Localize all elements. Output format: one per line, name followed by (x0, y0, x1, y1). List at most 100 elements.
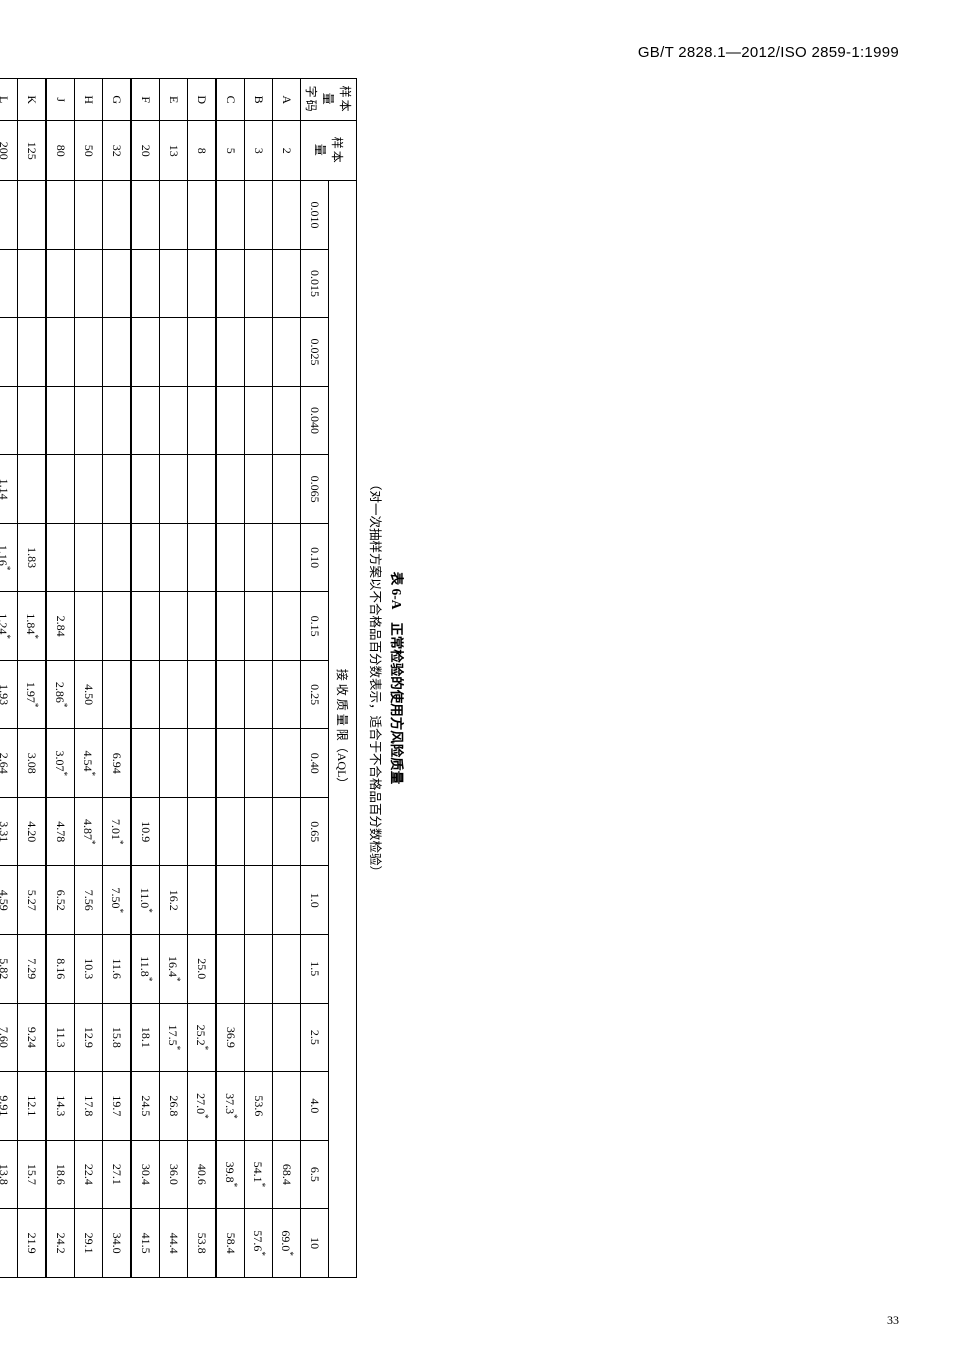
aql-col-header: 0.040 (301, 386, 329, 455)
cell-value: 1.16* (0, 523, 18, 592)
cell-value (103, 386, 132, 455)
cell-value: 3.31 (0, 797, 18, 866)
cell-value (216, 592, 245, 661)
cell-code: C (216, 79, 245, 121)
cell-value (103, 181, 132, 250)
cell-value (245, 523, 273, 592)
cell-value (131, 386, 160, 455)
cell-size: 2 (273, 121, 301, 181)
cell-value: 57.6* (245, 1209, 273, 1278)
cell-value (188, 866, 217, 935)
cell-value (216, 249, 245, 318)
cell-value (188, 797, 217, 866)
cell-value: 4.50 (75, 660, 103, 729)
cell-code: A (273, 79, 301, 121)
cell-value (160, 660, 188, 729)
cell-value: 53.6 (245, 1072, 273, 1141)
aql-col-header: 0.10 (301, 523, 329, 592)
cell-value (245, 318, 273, 387)
table-row: G326.947.01*7.50*11.615.819.727.134.0 (103, 79, 132, 1278)
cell-value (18, 455, 47, 524)
cell-value (160, 455, 188, 524)
cell-value (0, 318, 18, 387)
cell-value (273, 866, 301, 935)
cell-value (160, 318, 188, 387)
cell-code: J (46, 79, 75, 121)
cell-value (103, 249, 132, 318)
cell-value: 10.3 (75, 935, 103, 1004)
cell-value (273, 592, 301, 661)
cell-code: B (245, 79, 273, 121)
cell-value (216, 318, 245, 387)
aql-col-header: 0.015 (301, 249, 329, 318)
cell-value (131, 318, 160, 387)
cell-value: 4.20 (18, 797, 47, 866)
cell-value: 1.14 (0, 455, 18, 524)
cell-code: H (75, 79, 103, 121)
cell-value (188, 523, 217, 592)
aql-col-header: 6.5 (301, 1140, 329, 1209)
cell-value: 58.4 (216, 1209, 245, 1278)
cell-value: 12.1 (18, 1072, 47, 1141)
cell-value (0, 1209, 18, 1278)
cell-value (273, 523, 301, 592)
cell-value: 4.59 (0, 866, 18, 935)
cell-size: 5 (216, 121, 245, 181)
cell-value (273, 318, 301, 387)
cell-value: 1.83 (18, 523, 47, 592)
aql-col-header: 2.5 (301, 1003, 329, 1072)
cell-value (273, 249, 301, 318)
cell-value (131, 181, 160, 250)
cell-value (75, 455, 103, 524)
cell-value: 40.6 (188, 1140, 217, 1209)
table-row: C536.937.3*39.8*58.4 (216, 79, 245, 1278)
cell-value: 21.9 (18, 1209, 47, 1278)
cell-value: 7.56 (75, 866, 103, 935)
cell-value (245, 455, 273, 524)
cell-value: 7.50* (103, 866, 132, 935)
cell-value (245, 660, 273, 729)
cell-value (216, 729, 245, 798)
cell-value: 6.94 (103, 729, 132, 798)
cell-size: 8 (188, 121, 217, 181)
cell-value (46, 181, 75, 250)
cell-value (273, 660, 301, 729)
cell-value (75, 523, 103, 592)
cell-value (216, 935, 245, 1004)
cell-value: 24.2 (46, 1209, 75, 1278)
cell-value: 11.6 (103, 935, 132, 1004)
cell-value: 17.5* (160, 1003, 188, 1072)
cell-value: 18.1 (131, 1003, 160, 1072)
cell-value: 8.16 (46, 935, 75, 1004)
cell-value: 24.5 (131, 1072, 160, 1141)
col-group-aql-header: 接 收 质 量 限（AQL） (329, 181, 357, 1278)
cell-value (216, 455, 245, 524)
table-row: L2001.141.16*1.24*1.932.643.314.595.827.… (0, 79, 18, 1278)
cell-value (103, 660, 132, 729)
aql-col-header: 0.25 (301, 660, 329, 729)
cell-value: 1.97* (18, 660, 47, 729)
cell-value: 16.4* (160, 935, 188, 1004)
cell-value: 3.07* (46, 729, 75, 798)
cell-value (216, 386, 245, 455)
cell-value: 4.78 (46, 797, 75, 866)
aql-col-header: 0.15 (301, 592, 329, 661)
cell-value (160, 249, 188, 318)
cell-value: 2.86* (46, 660, 75, 729)
cell-value: 3.08 (18, 729, 47, 798)
cell-code: E (160, 79, 188, 121)
cell-value (273, 455, 301, 524)
cell-value (273, 797, 301, 866)
cell-size: 20 (131, 121, 160, 181)
cell-value: 39.8* (216, 1140, 245, 1209)
cell-value (245, 797, 273, 866)
cell-value: 34.0 (103, 1209, 132, 1278)
cell-value: 54.1* (245, 1140, 273, 1209)
table-row: E1316.216.4*17.5*26.836.044.4 (160, 79, 188, 1278)
cell-value: 22.4 (75, 1140, 103, 1209)
cell-value: 9.24 (18, 1003, 47, 1072)
cell-value: 7.29 (18, 935, 47, 1004)
cell-value: 15.7 (18, 1140, 47, 1209)
cell-value (46, 523, 75, 592)
cell-value: 26.8 (160, 1072, 188, 1141)
